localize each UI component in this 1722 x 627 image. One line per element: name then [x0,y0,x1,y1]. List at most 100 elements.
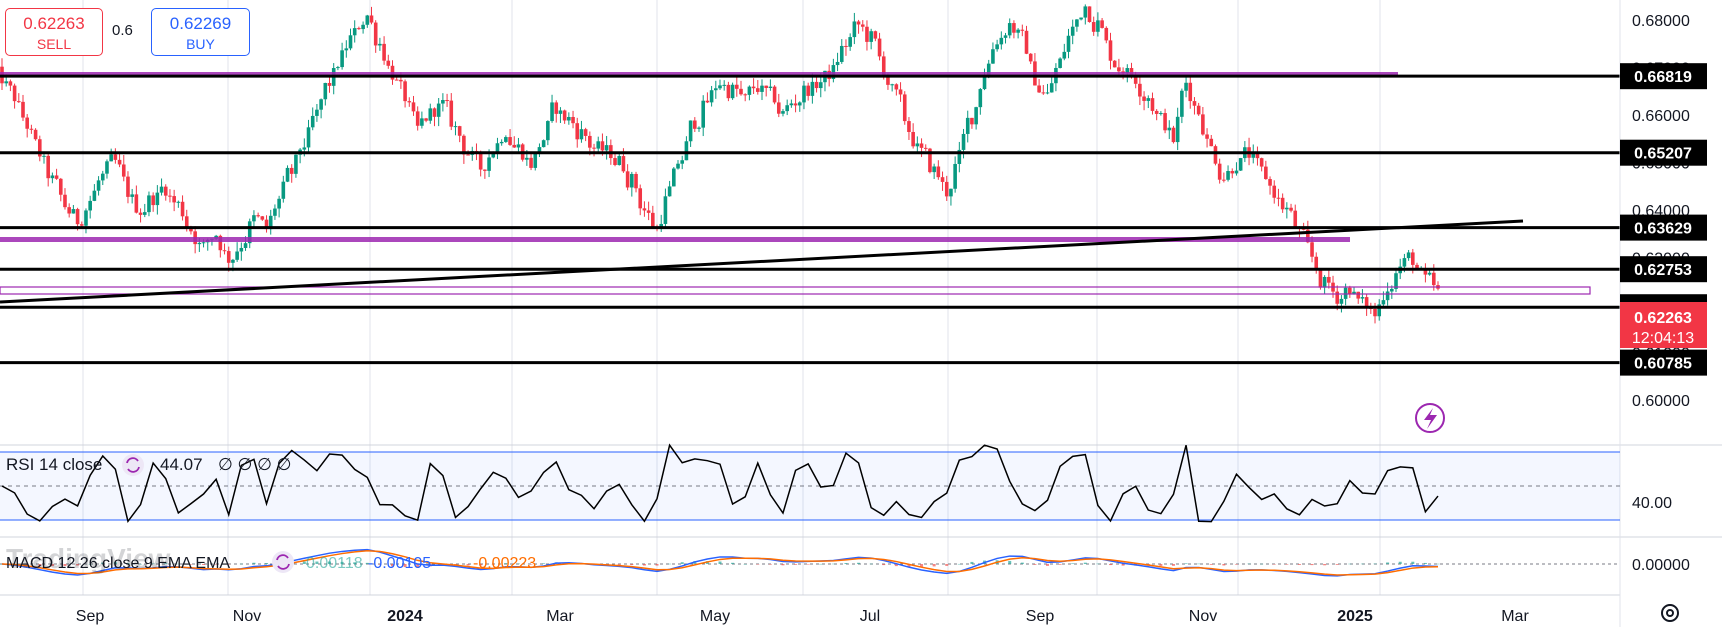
candle-body [394,79,399,81]
macd-histogram-bar [1373,563,1377,565]
candle-body [1427,272,1432,275]
macd-histogram-bar [1297,564,1301,565]
candle-body [176,201,181,203]
candle-body [348,35,353,49]
rsi-pane[interactable]: RSI 14 close 44.07 ∅ ∅ ∅ ∅ [0,443,1620,524]
candle-body [865,26,869,42]
candle-body [134,194,139,213]
macd-histogram-bar [1171,564,1175,566]
horizontal-levels[interactable] [0,74,1620,365]
rsi-settings-icon[interactable] [122,454,144,476]
candle-body [428,108,433,121]
candle-body [533,153,538,168]
candle-body [105,161,109,174]
candle-body [504,137,508,142]
trendline[interactable] [0,219,1524,304]
candle-body [512,144,517,148]
candle-body [159,186,164,193]
price-candles [0,4,1440,324]
candle-body [508,137,512,145]
time-tick-5: Jul [860,608,880,625]
macd-histogram-bar [831,563,835,565]
macd-histogram-bar [113,561,117,564]
macd-histogram-bar [516,563,520,565]
candle-body [281,181,286,199]
candle-body [810,81,815,96]
macd-pane[interactable]: TradingView MACD 12 26 close 9 EMA EMA 0… [0,543,1620,577]
candle-body [1377,304,1382,317]
candle-body [793,103,798,106]
candle-body [327,82,332,86]
sell-button[interactable]: 0.62263 SELL [5,8,103,56]
macd-histogram-bar [806,564,810,565]
macd-histogram-bar [907,564,911,567]
macd-settings-icon[interactable] [272,551,294,573]
candle-body [1138,83,1142,97]
candle-body [1238,158,1243,171]
candle-body [1159,113,1163,115]
candle-body [1272,185,1277,198]
macd-histogram-bar [1033,564,1037,565]
candle-body [688,120,693,142]
level-label-3: 0.62753 [1634,262,1692,279]
candle-body [789,103,794,106]
macd-histogram-bar [882,564,886,566]
macd-histogram-bar [479,564,483,566]
macd-histogram-bar [151,563,155,565]
candle-body [995,44,999,50]
candle-body [839,45,844,62]
candle-body [285,167,290,182]
candle-body [1255,153,1260,159]
candle-body [848,37,852,47]
time-tick-4: May [700,608,730,625]
rsi-line [1,443,1439,524]
candle-body [1415,264,1419,271]
candle-body [651,212,655,228]
rsi-label[interactable]: RSI 14 close [6,455,102,474]
time-axis[interactable]: Sep Nov 2024 Mar May Jul Sep Nov 2025 Mar [76,608,1530,625]
candle-body [432,108,437,117]
candle-body [462,135,466,155]
candle-body [953,163,957,189]
macd-histogram-value: 0.00118 [306,555,363,572]
candle-body [483,169,487,171]
candle-body [919,143,924,148]
level-tag-0 [1620,63,1707,90]
macd-histogram-bar [390,564,394,567]
candle-body [142,212,147,215]
candle-body [1049,83,1054,93]
macd-histogram-bar [176,563,180,565]
candle-body [96,180,101,191]
candle-body [407,101,412,103]
candle-body [54,175,59,179]
candle-body [1406,252,1411,259]
candle-body [1037,85,1041,93]
macd-histogram-bar [844,563,848,564]
lightning-icon[interactable] [1415,403,1445,433]
macd-histogram-bar [869,563,873,565]
candle-body [1175,116,1180,143]
macd-label[interactable]: MACD 12 26 close 9 EMA EMA [6,555,230,572]
candle-body [92,190,97,201]
macd-histogram-bar [781,564,785,566]
candle-body [1285,207,1289,210]
chart-settings-icon[interactable] [1661,604,1679,622]
last-price-label: 0.62263 [1634,310,1692,327]
macd-histogram-bar [1234,564,1238,565]
candle-body [852,21,857,38]
buy-button[interactable]: 0.62269 BUY [151,8,250,56]
macd-histogram-bar [1386,562,1390,564]
candle-body [1079,17,1083,20]
candle-body [1108,40,1113,61]
candle-body [575,123,580,140]
macd-histogram-bar [731,562,735,564]
candle-body [1411,252,1415,265]
candle-body [189,228,193,232]
candle-body [592,147,596,149]
purple-zones [0,72,1591,295]
candle-body [856,21,861,25]
candle-body [970,117,974,125]
candle-body [1209,138,1214,147]
candle-body [554,102,559,114]
